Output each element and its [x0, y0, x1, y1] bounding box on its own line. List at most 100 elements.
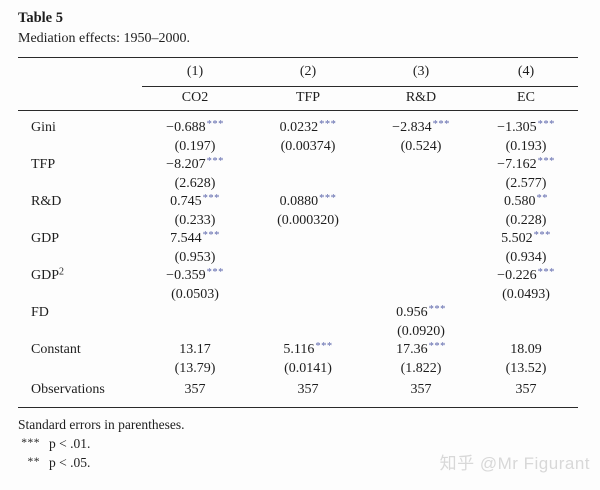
coefficient-cell: −0.226*** (0.0493)	[474, 267, 578, 304]
significance-stars: ***	[533, 229, 551, 241]
std-error: (0.953)	[174, 249, 216, 265]
coefficient-cell: 0.580** (0.228)	[474, 193, 578, 230]
significance-stars: ***	[206, 118, 224, 130]
row-label: TFP	[31, 157, 56, 172]
coefficient-cell: −7.162*** (2.577)	[474, 156, 578, 193]
coef-value: −2.834***	[392, 118, 450, 135]
coef-value: 0.580**	[504, 192, 548, 209]
coef-value: −0.688***	[166, 118, 224, 135]
row-label: GDP2	[31, 266, 65, 283]
coefficient-cell	[368, 156, 474, 193]
coefficient-cell: 357	[368, 378, 474, 408]
coef-value: 18.09	[510, 342, 542, 357]
coef-value: −7.162***	[497, 155, 555, 172]
coefficient-cell: 357	[142, 378, 248, 408]
coefficient-cell: 17.36*** (1.822)	[368, 341, 474, 378]
std-error: (13.52)	[505, 360, 547, 376]
significance-stars: ***	[428, 340, 446, 352]
coefficient-cell: −1.305*** (0.193)	[474, 111, 578, 157]
std-error: (0.193)	[505, 138, 547, 154]
significance-stars: ***	[206, 155, 224, 167]
column-name: TFP	[248, 86, 368, 111]
table-row: FD 0.956*** (0.0920)	[18, 304, 578, 341]
empty-corner-cell	[18, 86, 142, 111]
two-stars-marker: **	[27, 455, 40, 468]
coefficient-cell: 13.17 (13.79)	[142, 341, 248, 378]
std-error: (0.0493)	[502, 286, 550, 302]
coefficient-cell	[248, 304, 368, 341]
row-label: Observations	[18, 378, 142, 408]
regression-table: (1) (2) (3) (4) CO2 TFP R&D EC Gini −0.68…	[18, 57, 578, 408]
coefficient-cell: 5.116*** (0.0141)	[248, 341, 368, 378]
coef-value: −0.226***	[497, 266, 555, 283]
table-body: Gini −0.688*** (0.197) 0.0232*** (0.00374) −2…	[18, 111, 578, 408]
coefficient-cell	[368, 193, 474, 230]
coefficient-cell: −0.688*** (0.197)	[142, 111, 248, 157]
std-error: (0.524)	[400, 138, 442, 154]
coefficient-cell	[368, 230, 474, 267]
column-name: R&D	[368, 86, 474, 111]
significance-stars: **	[536, 192, 548, 204]
std-error: (13.79)	[174, 360, 216, 376]
column-name: EC	[474, 86, 578, 111]
std-error: (0.934)	[505, 249, 547, 265]
coef-value: 0.956***	[396, 303, 446, 320]
significance-stars: ***	[202, 229, 220, 241]
coefficient-cell: −0.359*** (0.0503)	[142, 267, 248, 304]
coefficient-cell: 0.956*** (0.0920)	[368, 304, 474, 341]
label-superscript: 2	[59, 266, 65, 278]
column-name: CO2	[142, 86, 248, 111]
coefficient-cell: 0.0880*** (0.000320)	[248, 193, 368, 230]
paper-page: Table 5 Mediation effects: 1950–2000. (1…	[18, 10, 578, 470]
coefficient-cell	[368, 267, 474, 304]
coef-value: 0.0880***	[279, 192, 337, 209]
model-number-row: (1) (2) (3) (4)	[18, 57, 578, 87]
coef-value: 7.544***	[170, 229, 220, 246]
table-row: GDP2 −0.359*** (0.0503) −0.226*** (0.0493)	[18, 267, 578, 304]
table-caption: Mediation effects: 1950–2000.	[18, 31, 190, 46]
column-number: (4)	[474, 57, 578, 87]
significance-stars: ***	[315, 340, 333, 352]
table-row: Constant 13.17 (13.79) 5.116*** (0.0141) 17.3…	[18, 341, 578, 378]
significance-stars: ***	[319, 192, 337, 204]
dependent-variable-row: CO2 TFP R&D EC	[18, 86, 578, 111]
significance-stars: ***	[537, 155, 555, 167]
coef-value: −0.359***	[166, 266, 224, 283]
coef-value: 5.116***	[283, 340, 333, 357]
three-stars-marker: ***	[21, 436, 40, 449]
significance-stars: ***	[432, 118, 450, 130]
significance-stars: ***	[537, 118, 555, 130]
coefficient-cell: 357	[474, 378, 578, 408]
coefficient-cell: 0.0232*** (0.00374)	[248, 111, 368, 157]
coefficient-cell	[248, 267, 368, 304]
std-error: (2.628)	[174, 175, 216, 191]
std-error: (0.233)	[174, 212, 216, 228]
significance-stars: ***	[206, 266, 224, 278]
std-error: (2.577)	[505, 175, 547, 191]
std-error: (0.228)	[505, 212, 547, 228]
std-error: (0.197)	[174, 138, 216, 154]
coefficient-cell: −2.834*** (0.524)	[368, 111, 474, 157]
coef-value: 357	[515, 382, 537, 397]
row-label: GDP	[31, 231, 60, 246]
significance-stars: ***	[202, 192, 220, 204]
std-error: (0.0503)	[171, 286, 219, 302]
coef-value: 17.36***	[396, 340, 446, 357]
std-error: (0.0141)	[284, 360, 332, 376]
coefficient-cell: 0.745*** (0.233)	[142, 193, 248, 230]
coef-value: 0.0232***	[279, 118, 337, 135]
coefficient-cell: −8.207*** (2.628)	[142, 156, 248, 193]
empty-corner-cell	[18, 58, 142, 87]
significance-stars: ***	[319, 118, 337, 130]
coefficient-cell	[142, 304, 248, 341]
coefficient-cell: 7.544*** (0.953)	[142, 230, 248, 267]
row-label: FD	[31, 305, 49, 320]
row-label: R&D	[31, 194, 62, 209]
coef-value: −1.305***	[497, 118, 555, 135]
coef-value: 357	[184, 382, 206, 397]
table-row: TFP −8.207*** (2.628) −7.162*** (2.577)	[18, 156, 578, 193]
std-error: (1.822)	[400, 360, 442, 376]
row-label: Gini	[31, 120, 56, 135]
coef-value: 13.17	[179, 342, 211, 357]
column-number: (3)	[368, 57, 474, 87]
